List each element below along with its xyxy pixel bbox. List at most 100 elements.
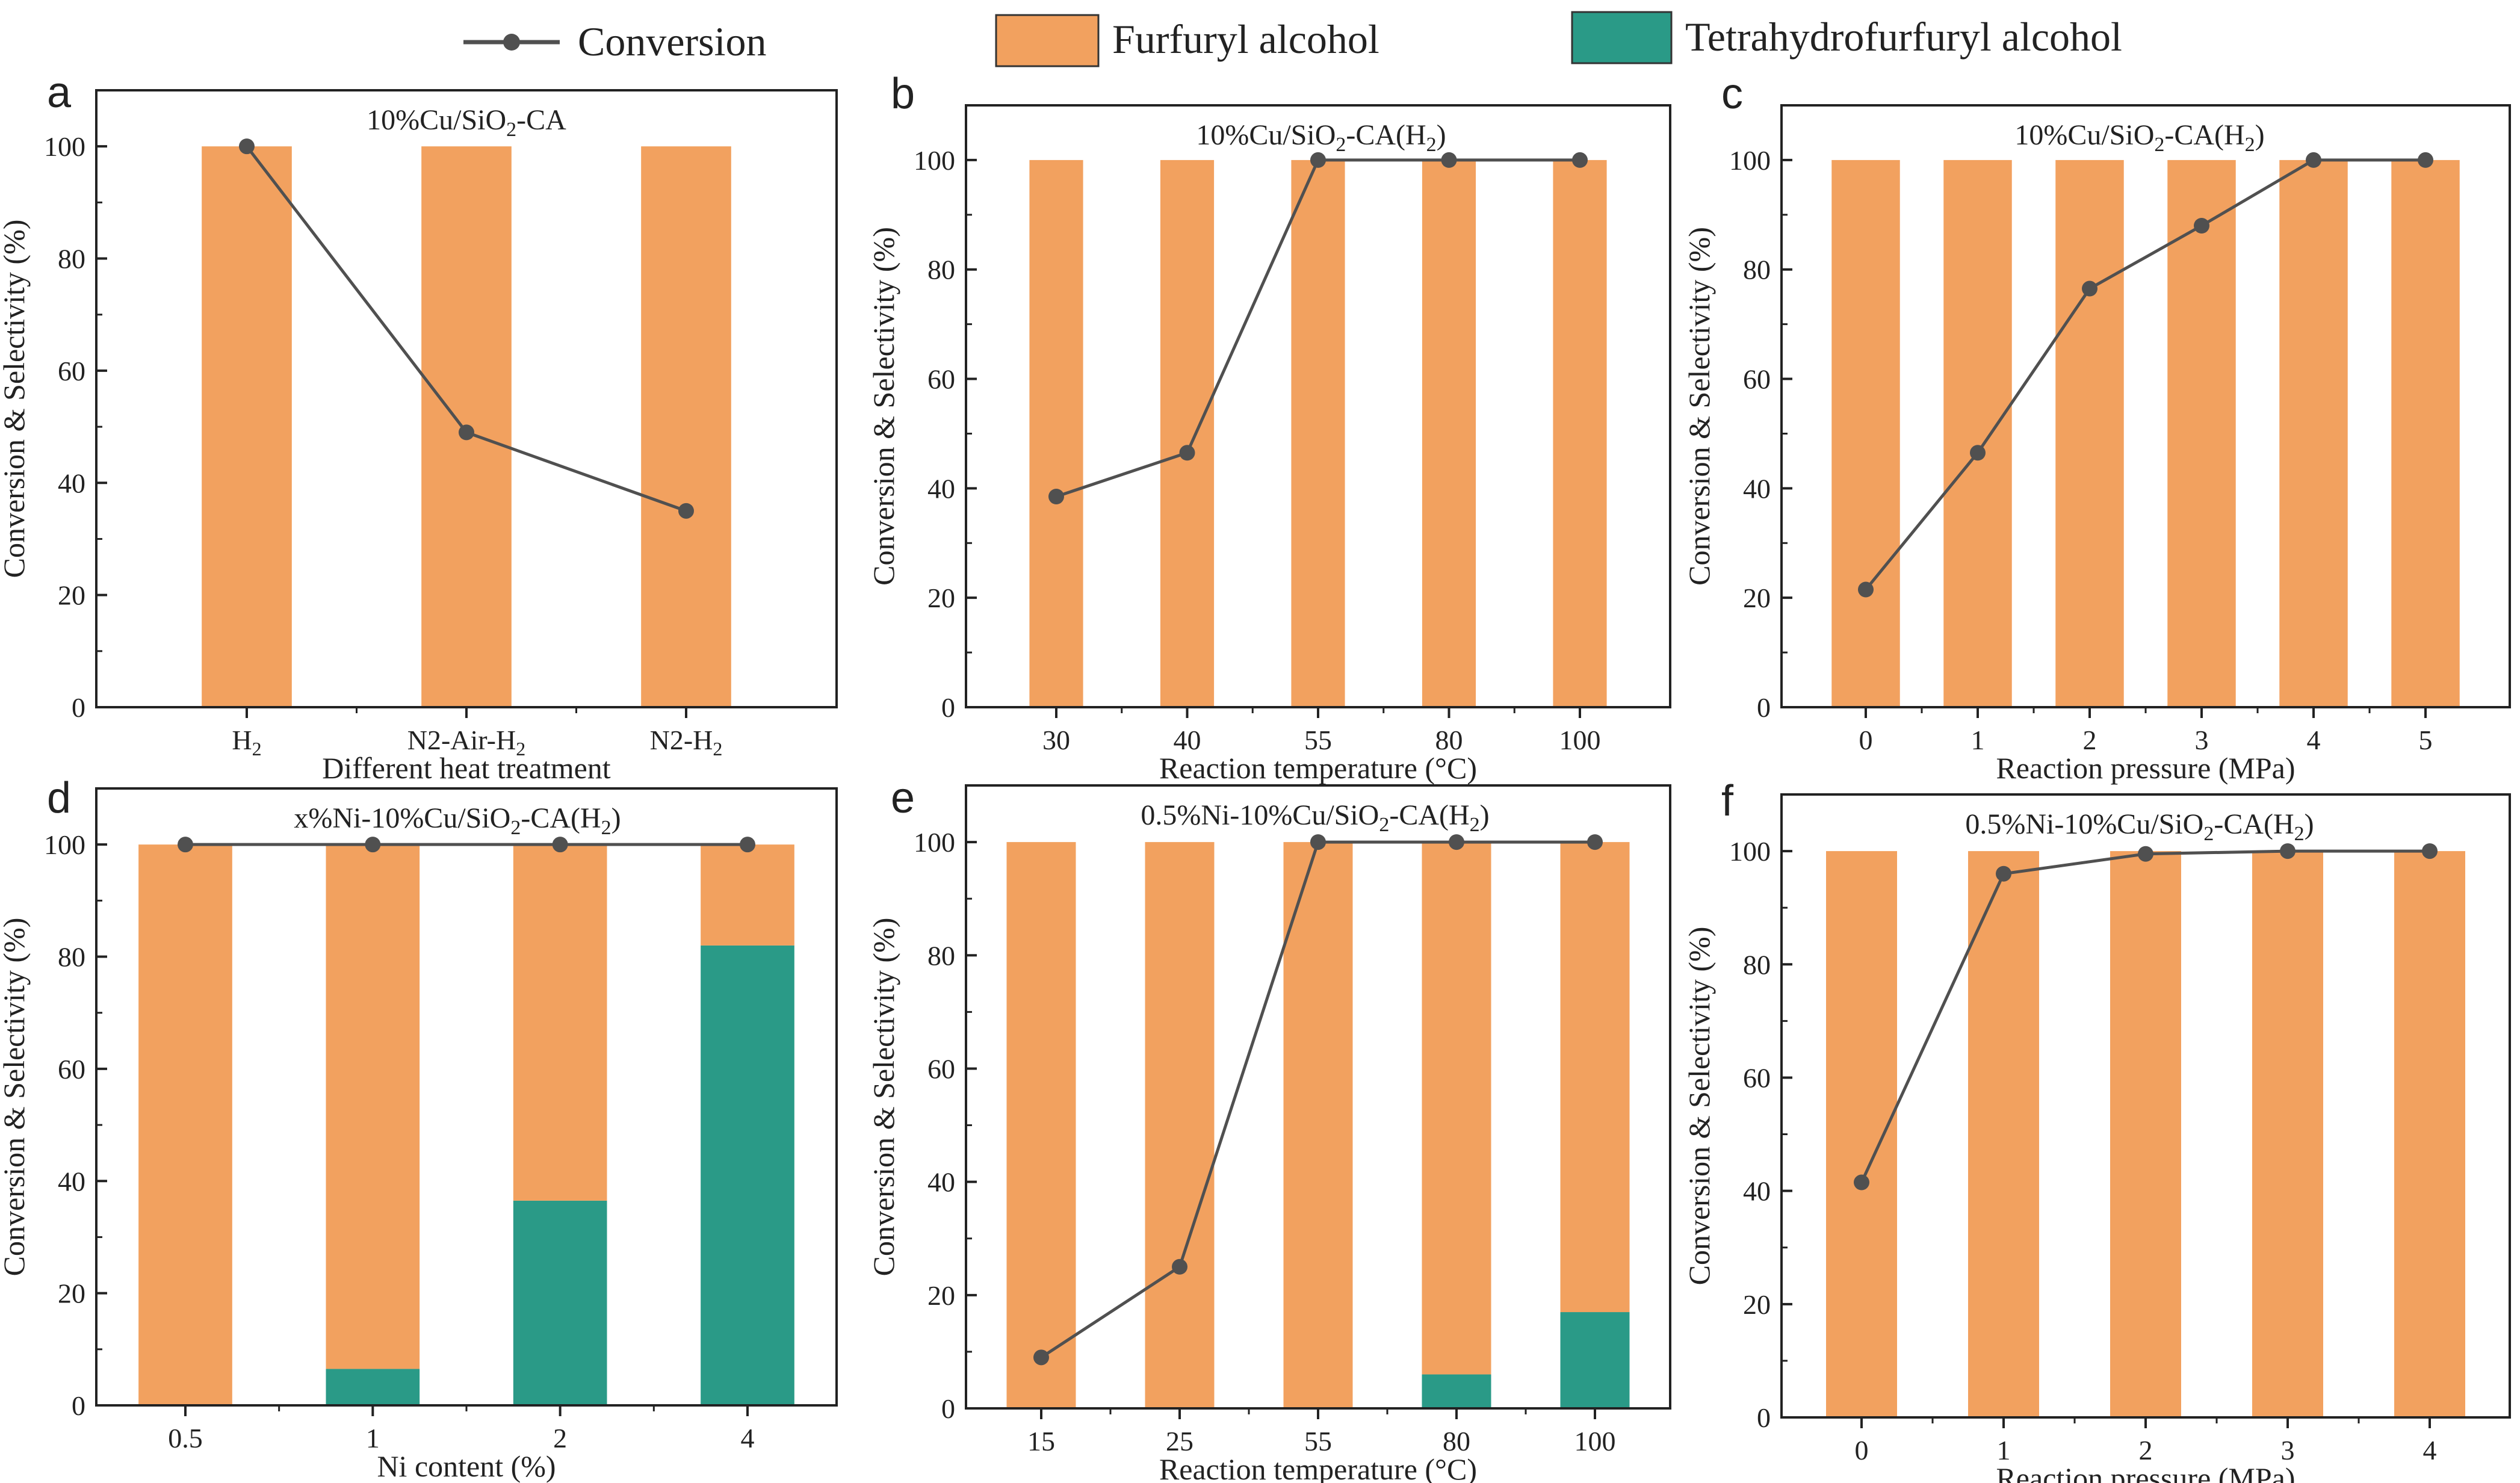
conversion-point <box>1449 834 1464 850</box>
legend-furfuryl-text: Furfuryl alcohol <box>1112 16 1379 62</box>
panel-a: a 0 20 40 60 80 100 H2 N2-Air-H2 N2-H2 10%Cu/SiO2-… <box>0 69 838 785</box>
conversion-point <box>1970 445 1986 461</box>
bar-thfa <box>513 1200 607 1405</box>
x-axis-label: Reaction temperature (°C) <box>1159 1452 1477 1483</box>
bar-thfa <box>1422 1374 1491 1408</box>
y-axis-label: Conversion & Selectivity (%) <box>1682 227 1716 586</box>
conversion-point <box>1048 489 1064 504</box>
x-tick-label: N2-Air-H2 <box>407 725 525 760</box>
bar-furfuryl <box>1553 159 1607 708</box>
panel-c: c 0 20 40 60 80 100 0 1 2 3 4 5 10%Cu/SiO2-CA(H2) Reac… <box>1682 70 2511 785</box>
x-axis-label: Reaction temperature (°C) <box>1159 751 1477 785</box>
conversion-point <box>178 837 193 853</box>
y-tick-label: 40 <box>1743 1176 1771 1207</box>
bar-furfuryl <box>1968 851 2039 1417</box>
x-tick-label: 2 <box>553 1423 567 1454</box>
bar-furfuryl <box>513 844 607 1201</box>
y-tick-label: 80 <box>58 942 85 973</box>
panel-b: b 0 20 40 60 80 100 30 40 55 80 100 10%Cu/SiO2-CA(H2… <box>867 70 1671 785</box>
x-tick-label: 0 <box>1859 725 1873 755</box>
conversion-point <box>365 837 381 853</box>
x-tick-label: 2 <box>2083 725 2097 755</box>
conversion-point <box>459 424 474 441</box>
panel-title: 10%Cu/SiO2-CA(H2) <box>1196 119 1446 156</box>
panel-title: 0.5%Ni-10%Cu/SiO2-CA(H2) <box>1965 808 2314 845</box>
conversion-point <box>552 837 568 853</box>
legend-conversion-marker <box>503 34 520 51</box>
conversion-line <box>1865 158 2426 591</box>
x-axis-label: Reaction pressure (MPa) <box>1996 751 2295 785</box>
y-tick-label: 60 <box>58 1054 85 1085</box>
y-tick-label: 80 <box>1743 255 1771 285</box>
conversion-point <box>1172 1259 1187 1275</box>
conversion-point <box>740 837 755 853</box>
legend-furfuryl-swatch <box>995 14 1100 67</box>
y-tick-label: 0 <box>941 692 955 723</box>
y-tick-label: 100 <box>44 131 85 162</box>
bar-furfuryl <box>1160 159 1215 708</box>
y-tick-label: 0 <box>1757 692 1771 723</box>
x-tick-label: 15 <box>1027 1426 1055 1457</box>
panel-letter-e: e <box>891 774 915 822</box>
y-tick-label: 80 <box>927 255 955 285</box>
legend: Conversion Furfuryl alcohol Tetrahydrofu… <box>463 11 2122 67</box>
conversion-point <box>1310 152 1326 168</box>
x-tick-label: 3 <box>2195 725 2209 755</box>
y-tick-label: 20 <box>58 580 85 611</box>
y-axis-label: Conversion & Selectivity (%) <box>867 918 900 1277</box>
conversion-point <box>2280 843 2296 859</box>
y-tick-label: 0 <box>72 1390 85 1421</box>
y-tick-label: 20 <box>927 583 955 613</box>
panel-title: x%Ni-10%Cu/SiO2-CA(H2) <box>294 802 621 839</box>
bar-furfuryl <box>701 844 794 946</box>
y-tick-label: 80 <box>927 940 955 971</box>
conversion-point <box>2418 152 2433 168</box>
y-axis-label: Conversion & Selectivity (%) <box>1682 927 1716 1286</box>
x-tick-label: 4 <box>741 1423 755 1454</box>
bar-furfuryl <box>2110 851 2181 1417</box>
legend-conversion-text: Conversion <box>578 19 767 64</box>
y-tick-label: 100 <box>44 829 85 860</box>
bar-thfa <box>701 945 794 1405</box>
conversion-point <box>1441 152 1457 168</box>
panel-title: 0.5%Ni-10%Cu/SiO2-CA(H2) <box>1141 799 1489 836</box>
y-tick-label: 20 <box>58 1278 85 1309</box>
x-axis-label: Different heat treatment <box>322 751 611 785</box>
bar-furfuryl <box>641 146 731 707</box>
bar-furfuryl <box>1943 159 2012 708</box>
panel-letter-a: a <box>47 69 72 117</box>
bar-furfuryl <box>1560 842 1630 1313</box>
y-tick-label: 60 <box>927 364 955 395</box>
x-tick-label: 3 <box>2281 1435 2295 1466</box>
bar-furfuryl <box>1145 842 1215 1408</box>
legend-thfa-text: Tetrahydrofurfuryl alcohol <box>1685 14 2122 60</box>
y-tick-label: 40 <box>927 1167 955 1198</box>
bar-furfuryl <box>202 146 292 707</box>
x-tick-label: 80 <box>1435 725 1463 755</box>
bar-furfuryl <box>326 844 420 1369</box>
conversion-point <box>2194 218 2209 234</box>
y-tick-label: 40 <box>58 468 85 498</box>
y-axis-label: Conversion & Selectivity (%) <box>867 227 900 586</box>
conversion-point <box>2306 152 2321 168</box>
y-axis-label: Conversion & Selectivity (%) <box>0 220 31 578</box>
panel-letter-c: c <box>1721 70 1743 118</box>
x-tick-label: 100 <box>1574 1426 1616 1457</box>
x-tick-label: 55 <box>1304 1426 1332 1457</box>
x-tick-label: 55 <box>1304 725 1332 755</box>
panel-e: e 0 20 40 60 80 100 15 25 55 80 100 0.5%Ni-10%Cu/SiO… <box>867 774 1671 1483</box>
y-tick-label: 40 <box>58 1166 85 1197</box>
x-tick-label: 40 <box>1174 725 1201 755</box>
panel-title: 10%Cu/SiO2-CA <box>367 104 566 141</box>
bar-furfuryl <box>2394 851 2465 1417</box>
bar-furfuryl <box>1283 842 1353 1408</box>
panel-letter-b: b <box>891 70 915 118</box>
x-tick-label: 1 <box>1971 725 1985 755</box>
panel-title: 10%Cu/SiO2-CA(H2) <box>2014 119 2264 156</box>
y-tick-label: 0 <box>1757 1402 1771 1433</box>
y-tick-label: 0 <box>941 1393 955 1424</box>
y-tick-label: 60 <box>1743 364 1771 395</box>
conversion-point <box>1310 834 1326 850</box>
conversion-point <box>1858 581 1874 598</box>
y-tick-label: 100 <box>914 145 955 176</box>
